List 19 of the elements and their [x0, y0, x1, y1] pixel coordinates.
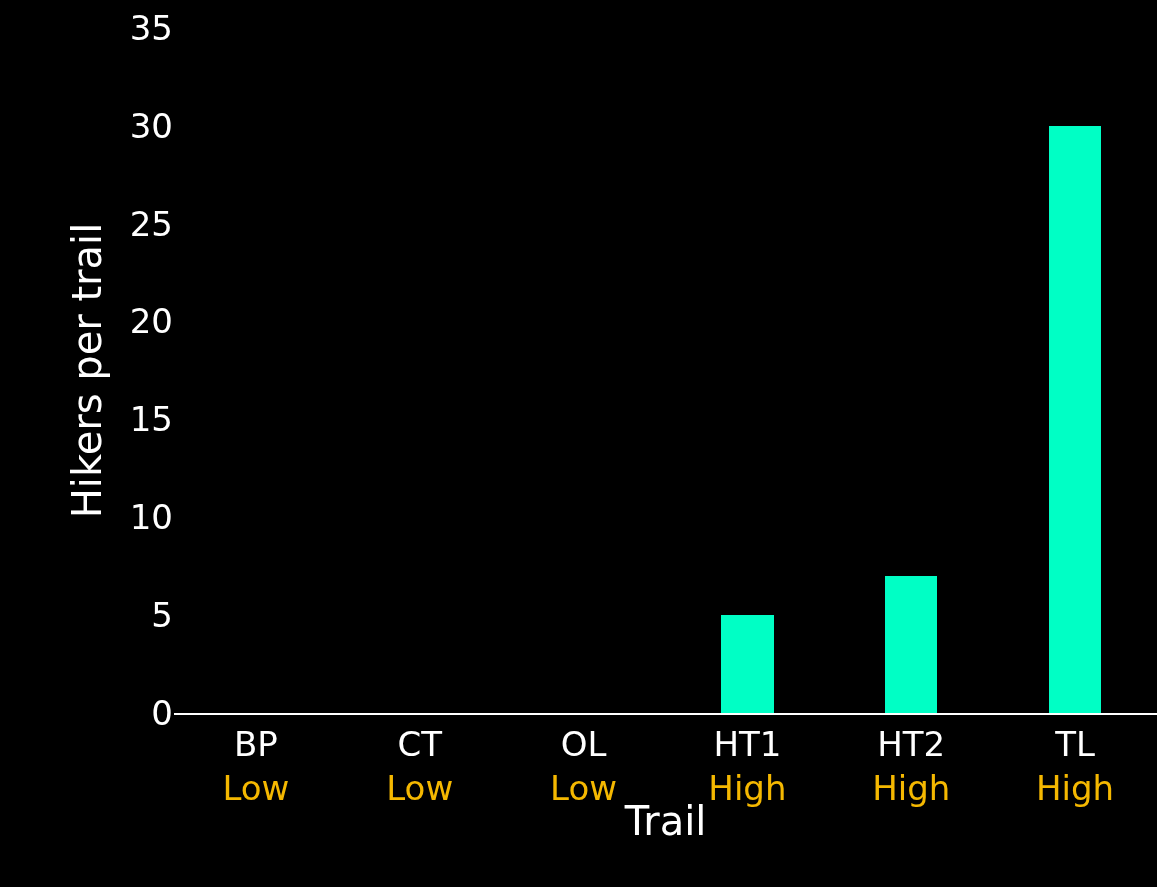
x-tick-label: HT1 High — [708, 723, 787, 808]
y-tick-label: 5 — [151, 595, 173, 636]
y-tick-label: 0 — [151, 692, 173, 733]
x-tick-label: HT2 High — [872, 723, 951, 808]
y-axis-title: Hikers per trail — [64, 222, 111, 519]
x-tick-label: OL Low — [550, 723, 618, 808]
y-tick-label: 35 — [129, 7, 173, 48]
x-tick-label: CT Low — [386, 723, 454, 808]
x-tick-label: TL High — [1036, 723, 1115, 808]
y-tick-label: 20 — [129, 301, 173, 342]
x-axis-title: Trail — [623, 797, 707, 844]
y-tick-label: 25 — [129, 203, 173, 244]
y-tick-label: 30 — [129, 105, 173, 146]
bar — [721, 615, 774, 713]
y-tick-label: 15 — [129, 399, 173, 440]
x-tick-label: BP Low — [222, 723, 290, 808]
bar — [1049, 126, 1101, 713]
y-tick-label: 10 — [129, 497, 173, 538]
bar — [885, 576, 937, 713]
